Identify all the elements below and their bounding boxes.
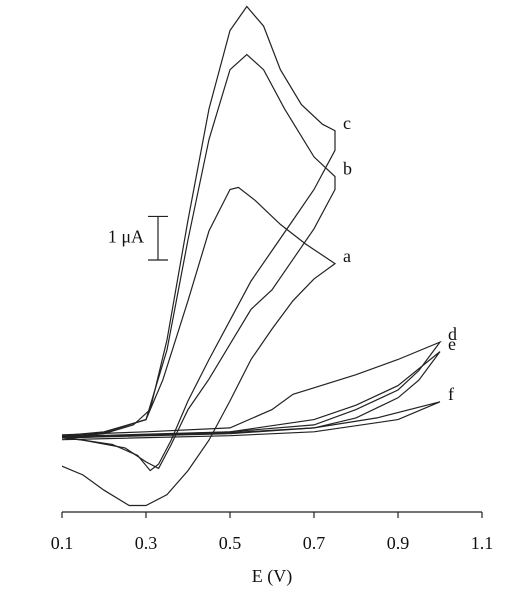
x-tick-label: 0.3: [135, 533, 158, 553]
cv-curve: [61, 401, 441, 441]
curve-label: b: [343, 159, 352, 179]
x-tick-label: 0.1: [51, 533, 74, 553]
curve-label: e: [448, 334, 456, 354]
x-tick-label: 0.5: [219, 533, 242, 553]
scale-bar-label: 1 μA: [108, 226, 144, 246]
cv-curve: [61, 340, 442, 439]
x-axis-label: E (V): [252, 566, 292, 587]
curve-label: c: [343, 113, 351, 133]
curve-label: a: [343, 246, 351, 266]
x-tick-label: 0.9: [387, 533, 410, 553]
x-tick-label: 1.1: [471, 533, 494, 553]
curve-label: d: [448, 324, 457, 344]
x-tick-label: 0.7: [303, 533, 326, 553]
curve-label: f: [448, 384, 454, 404]
cv-curve: [61, 5, 336, 472]
cv-curve: [61, 186, 337, 507]
cv-curve: [61, 53, 336, 470]
